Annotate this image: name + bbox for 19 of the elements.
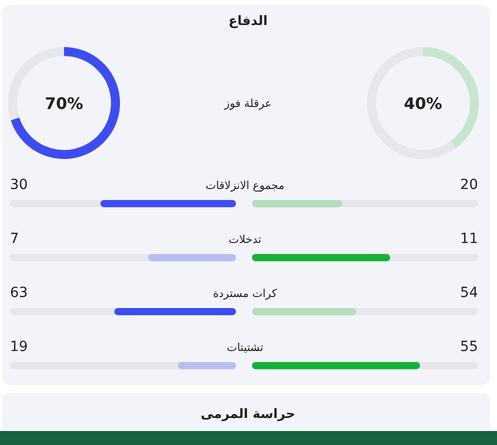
text: حراسة المرمى (200, 407, 296, 422)
category-label: مجموع الانزلاقات (204, 179, 286, 192)
data-label: 19 (10, 339, 28, 355)
category-label: تشتيتات (226, 341, 264, 354)
text: 70% (44, 92, 84, 114)
data-label: 20 (460, 177, 478, 193)
data-label: 54 (460, 285, 478, 301)
data-label: 30 (10, 177, 28, 193)
text: 40% (402, 92, 444, 114)
text: عرقلة فوز (222, 97, 273, 110)
data-label: 63 (10, 285, 28, 301)
category-label: كرات مستردة (212, 287, 278, 300)
text: الدفاع (227, 14, 269, 29)
donut-slice (10, 47, 120, 159)
donut-slice (367, 47, 456, 159)
data-label: 55 (460, 339, 478, 355)
data-label: 7 (10, 231, 19, 247)
category-label: تدخلات (228, 233, 262, 246)
data-label: 11 (460, 231, 478, 247)
